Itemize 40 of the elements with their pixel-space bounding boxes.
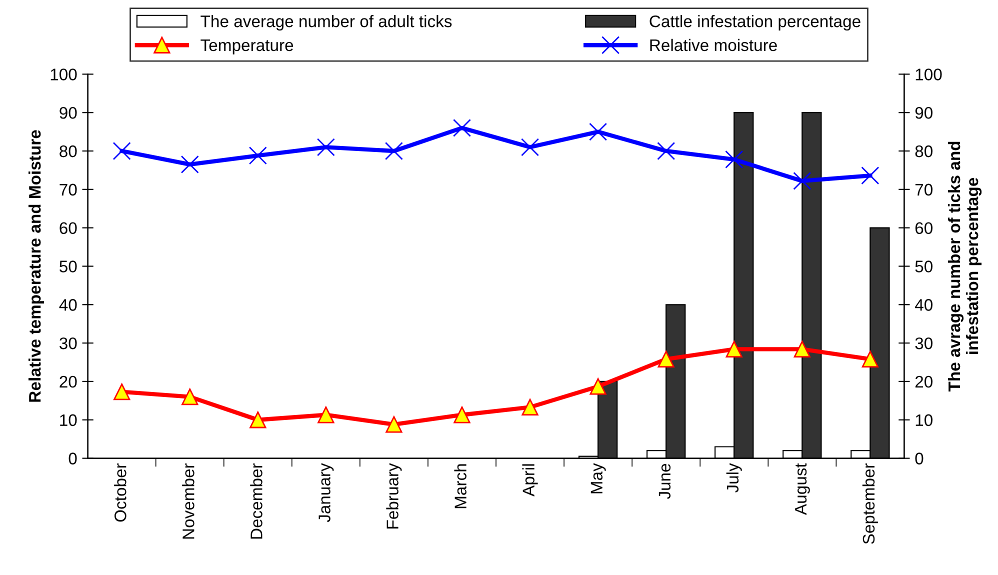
y-tick-label: 80 <box>60 145 77 158</box>
y-tick-label: 30 <box>60 337 77 350</box>
y2-tick-label: 50 <box>915 260 932 272</box>
x-tick-label: October <box>114 463 126 522</box>
legend-label: Relative moisture <box>650 38 777 52</box>
x-tick-label: February <box>386 463 402 528</box>
y-tick-label: 0 <box>68 452 77 464</box>
x-tick-label: December <box>250 463 262 539</box>
y-axis-title: Relative temperature and Moisture <box>28 130 44 402</box>
y-tick-label: 20 <box>60 376 77 388</box>
y2-axis-title: The avrage number of ticks and infestation percentage <box>948 142 982 392</box>
y2-tick-label: 90 <box>915 106 932 119</box>
y2-tick-label: 80 <box>915 145 932 158</box>
y2-tick-label: 70 <box>915 184 932 196</box>
y-tick-label: 50 <box>60 260 77 272</box>
legend-label: Temperature <box>200 39 294 54</box>
y-tick-label: 70 <box>60 184 77 196</box>
y2-tick-label: 30 <box>915 337 932 350</box>
y2-tick-label: 20 <box>915 376 932 388</box>
y2-tick-label: 60 <box>915 222 932 234</box>
x-tick-label: March <box>454 464 466 508</box>
y-tick-label: 90 <box>60 106 77 119</box>
y2-tick-label: 40 <box>914 299 932 311</box>
x-tick-label: November <box>182 463 194 539</box>
y-tick-label: 40 <box>59 299 77 311</box>
y-tick-label: 10 <box>60 414 77 426</box>
y2-tick-label: 10 <box>916 414 932 426</box>
y-tick-label: 60 <box>60 222 77 234</box>
y2-tick-label: 0 <box>915 452 924 464</box>
x-tick-label: August <box>794 463 810 515</box>
y-tick-label: 100 <box>50 68 77 80</box>
x-tick-label: July <box>726 463 742 493</box>
legend-label: The average number of adult ticks <box>200 15 452 31</box>
legend-label: Cattle infestation percentage <box>650 15 860 31</box>
y2-tick-label: 100 <box>916 68 942 80</box>
x-tick-label: May <box>590 463 606 494</box>
x-tick-label: September <box>862 463 878 544</box>
x-tick-label: June <box>658 464 671 500</box>
x-tick-label: April <box>522 464 538 496</box>
x-tick-label: January <box>318 463 334 522</box>
